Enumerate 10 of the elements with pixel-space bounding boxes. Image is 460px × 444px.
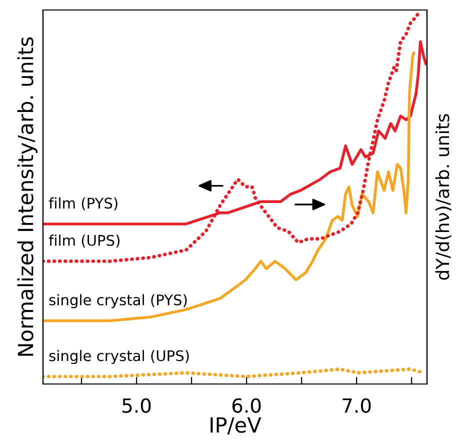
x-tick-label: 5.0 [122,398,151,413]
series-label: film (PYS) [48,197,118,210]
series-label: single crystal (PYS) [49,294,187,308]
x-tick-label: 7.0 [342,398,371,413]
y2-axis-title: dY/d(hν)/arb. units [435,114,452,280]
x-axis-title: IP/eV [210,417,262,434]
x-tick-label: 6.0 [232,398,261,413]
series-label: film (UPS) [48,234,120,248]
y-axis-title: Normalized Intensity/arb. units [17,37,38,356]
series-label: single crystal (UPS) [49,350,189,364]
